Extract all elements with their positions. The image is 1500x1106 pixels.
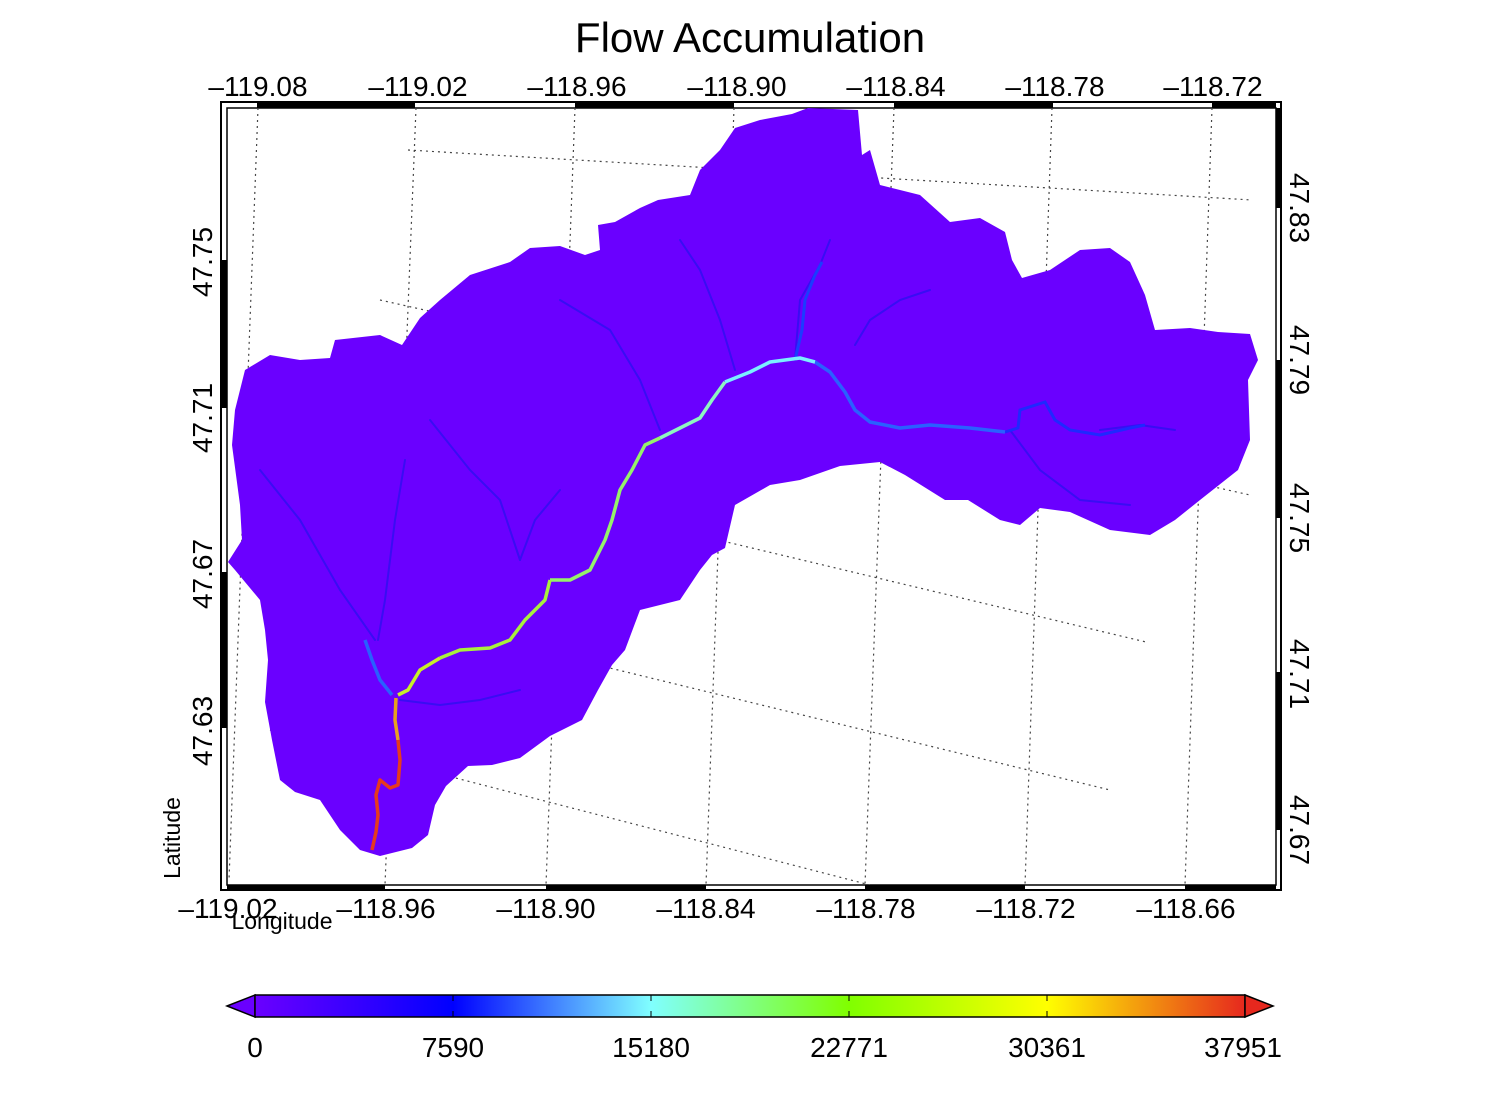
bottom-tick-label: –118.96 (336, 893, 435, 924)
right-tick-label: 47.79 (1284, 325, 1315, 395)
top-tick-label: –119.08 (208, 71, 307, 102)
top-tick-label: –118.90 (687, 71, 786, 102)
main-river (363, 356, 1006, 851)
top-tick-labels: –119.08 –119.02 –118.96 –118.90 –118.84 … (208, 71, 1262, 102)
colorbar-label: 30361 (1008, 1032, 1086, 1063)
top-tick-label: –119.02 (368, 71, 467, 102)
top-tick-label: –118.72 (1163, 71, 1262, 102)
tributary-east-branch (1004, 400, 1146, 437)
tributary-network (259, 239, 1176, 707)
frame-border-bars (221, 102, 1281, 890)
colorbar-label: 37951 (1204, 1032, 1282, 1063)
map-title: Flow Accumulation (574, 14, 926, 61)
bottom-tick-label: –118.90 (496, 893, 595, 924)
colorbar-label: 15180 (612, 1032, 690, 1063)
bottom-tick-label: –118.72 (976, 893, 1075, 924)
colorbar-label: 0 (247, 1032, 263, 1063)
colorbar (224, 993, 1276, 1019)
right-tick-label: 47.83 (1284, 173, 1315, 243)
left-tick-labels: 47.75 47.71 47.67 47.63 (187, 227, 218, 766)
tributary-blue (793, 261, 824, 361)
colorbar-max-extension (1244, 993, 1276, 1019)
y-axis-label: Latitude (159, 797, 185, 879)
colorbar-min-extension (224, 993, 256, 1019)
bottom-tick-label: –119.02 (178, 893, 277, 924)
x-axis-label: Longitude (231, 908, 332, 934)
colorbar-labels: 0 7590 15180 22771 30361 37951 (247, 1032, 1282, 1063)
left-tick-label: 47.75 (187, 227, 218, 297)
bottom-tick-label: –118.66 (1136, 893, 1235, 924)
bottom-tick-label: –118.78 (816, 893, 915, 924)
right-tick-label: 47.71 (1284, 639, 1315, 709)
left-tick-label: 47.71 (187, 383, 218, 453)
top-tick-label: –118.78 (1005, 71, 1104, 102)
right-tick-label: 47.75 (1284, 483, 1315, 553)
colorbar-gradient (254, 994, 1246, 1018)
colorbar-label: 22771 (810, 1032, 888, 1063)
watershed-basin (228, 108, 1258, 856)
bottom-tick-label: –118.84 (656, 893, 755, 924)
left-tick-label: 47.63 (187, 696, 218, 766)
right-tick-label: 47.67 (1284, 795, 1315, 865)
colorbar-label: 7590 (422, 1032, 484, 1063)
right-tick-labels: 47.83 47.79 47.75 47.71 47.67 (1284, 173, 1315, 865)
bottom-tick-labels: –119.02 –118.96 –118.90 –118.84 –118.78 … (178, 893, 1235, 924)
top-tick-label: –118.84 (846, 71, 945, 102)
top-tick-label: –118.96 (527, 71, 626, 102)
left-tick-label: 47.67 (187, 539, 218, 609)
